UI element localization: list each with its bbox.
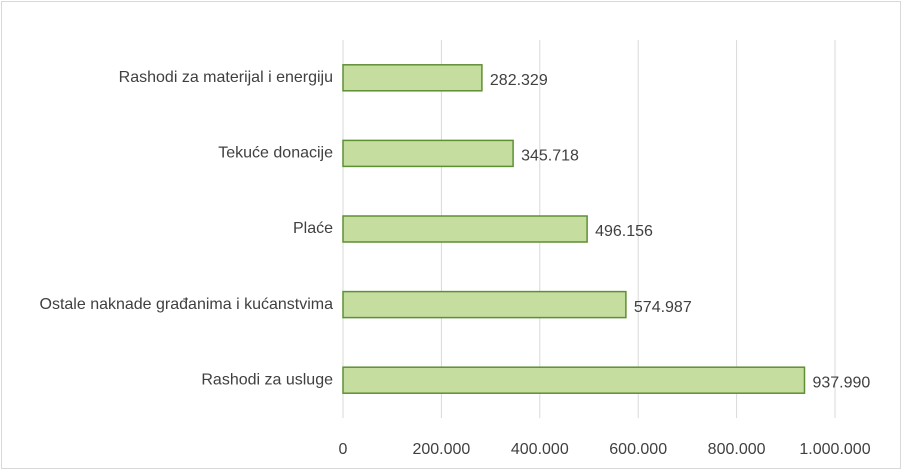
- y-tick-label: Rashodi za usluge: [201, 371, 333, 388]
- bar: [342, 139, 514, 168]
- data-label: 282.329: [490, 72, 548, 89]
- y-tick-label: Rashodi za materijal i energiju: [119, 69, 333, 86]
- data-label: 496.156: [595, 223, 653, 240]
- x-tick-label: 600.000: [609, 441, 667, 458]
- data-label: 345.718: [521, 148, 579, 165]
- x-tick-label: 0: [339, 441, 348, 458]
- y-tick-label: Plaće: [293, 220, 333, 237]
- bar: [342, 215, 588, 243]
- y-tick-label: Tekuće donacije: [218, 145, 333, 162]
- y-tick-label: Ostale naknade građanima i kućanstvima: [40, 296, 334, 313]
- x-tick-label: 200.000: [412, 441, 470, 458]
- x-tick-label: 1.000.000: [799, 441, 870, 458]
- data-label: 937.990: [812, 374, 870, 391]
- data-label: 574.987: [634, 299, 692, 316]
- x-tick-label: 400.000: [511, 441, 569, 458]
- bar: [342, 366, 806, 394]
- x-tick-label: 800.000: [708, 441, 766, 458]
- bar: [342, 64, 483, 92]
- bar: [342, 290, 627, 319]
